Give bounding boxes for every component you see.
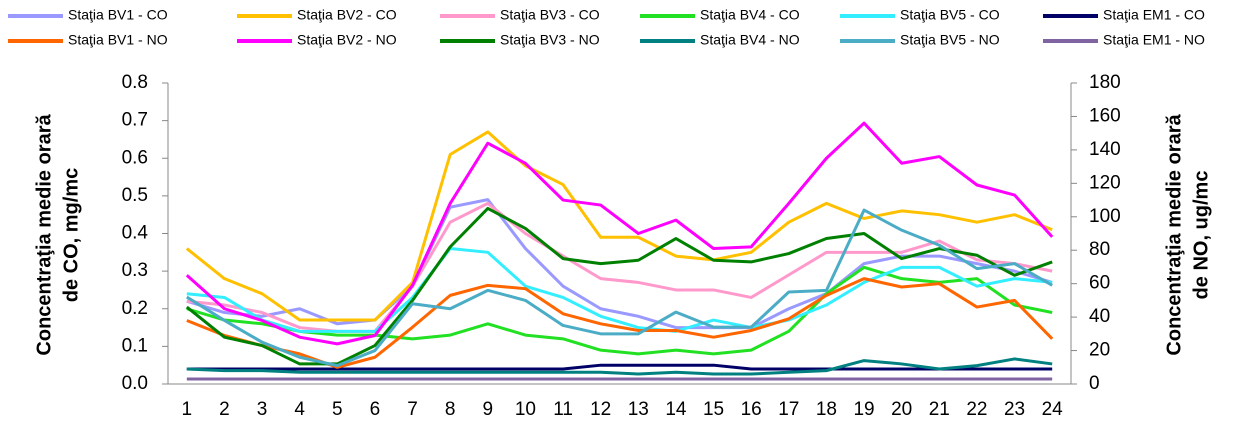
y2-axis-title: Concentraţia medie orară de NO, ug/mc (1163, 114, 1212, 356)
y2-tick-label: 40 (1089, 306, 1110, 327)
x-tick-label: 19 (853, 399, 874, 420)
x-tick-label: 21 (929, 399, 950, 420)
series-line (186, 357, 1053, 376)
x-tick-label: 8 (445, 399, 456, 420)
x-tick-label: 20 (891, 399, 912, 420)
legend-label: Staţia BV1 - CO (68, 7, 168, 23)
x-tick-label: 3 (257, 399, 268, 420)
y2-tick-label: 100 (1089, 206, 1121, 227)
y2-tick-label: 160 (1089, 105, 1121, 126)
legend-label: Staţia BV5 - CO (900, 7, 1000, 23)
x-tick-label: 7 (407, 399, 418, 420)
x-tick-label: 12 (590, 399, 611, 420)
y2-tick-label: 0 (1089, 373, 1100, 394)
x-tick-label: 2 (219, 399, 230, 420)
y-tick-label: 0.0 (122, 373, 148, 394)
y-tick-label: 0.1 (122, 335, 148, 356)
x-tick-label: 15 (703, 399, 724, 420)
x-tick-label: 24 (1042, 399, 1064, 420)
y-axis-title: Concentraţia medie orară de CO, mg/mc (33, 114, 82, 356)
x-tick-label: 16 (741, 399, 762, 420)
y2-tick-label: 140 (1089, 139, 1121, 160)
y-tick-label: 0.2 (122, 298, 148, 319)
legend-label: Staţia BV3 - CO (500, 7, 600, 23)
legend-label: Staţia BV1 - NO (68, 32, 168, 48)
y2-tick-label: 80 (1089, 239, 1110, 260)
legend-label: Staţia BV2 - CO (297, 7, 397, 23)
legend-label: Staţia BV4 - CO (700, 7, 800, 23)
series-line (186, 265, 1053, 356)
y2-axis-title-line: de NO, ug/mc (1190, 171, 1212, 300)
legend-label: Staţia BV5 - NO (900, 32, 1000, 48)
x-tick-label: 14 (665, 399, 687, 420)
x-tick-label: 18 (816, 399, 837, 420)
y2-tick-label: 20 (1089, 340, 1110, 361)
y2-tick-label: 180 (1089, 72, 1121, 93)
x-tick-label: 17 (778, 399, 799, 420)
y-axis-title-line: Concentraţia medie orară (33, 114, 55, 356)
legend-label: Staţia BV4 - NO (700, 32, 800, 48)
y-axis-title-line: de CO, mg/mc (60, 168, 82, 302)
x-tick-label: 22 (966, 399, 987, 420)
x-tick-label: 11 (553, 399, 573, 420)
series-line (186, 208, 1053, 368)
x-tick-label: 23 (1004, 399, 1025, 420)
x-tick-label: 9 (483, 399, 494, 420)
y2-tick-label: 60 (1089, 273, 1110, 294)
legend-label: Staţia EM1 - NO (1103, 32, 1205, 48)
y-tick-label: 0.4 (122, 223, 149, 244)
y-tick-label: 0.5 (122, 185, 148, 206)
x-tick-label: 10 (515, 399, 536, 420)
y-tick-label: 0.3 (122, 260, 148, 281)
y2-tick-label: 120 (1089, 172, 1121, 193)
series-line (186, 247, 1053, 333)
series-line (186, 363, 1053, 371)
y-tick-label: 0.7 (122, 110, 148, 131)
series-line (185, 121, 1054, 346)
y2-axis-title-line: Concentraţia medie orară (1163, 114, 1185, 356)
y-tick-label: 0.8 (122, 72, 148, 93)
y-tick-label: 0.6 (122, 147, 148, 168)
legend-label: Staţia EM1 - CO (1103, 7, 1205, 23)
x-tick-label: 6 (370, 399, 381, 420)
legend-label: Staţia BV3 - NO (500, 32, 600, 48)
x-tick-label: 1 (182, 399, 193, 420)
x-tick-label: 4 (294, 399, 305, 420)
series-line (185, 130, 1053, 322)
x-tick-label: 5 (332, 399, 343, 420)
legend-label: Staţia BV2 - NO (297, 32, 397, 48)
x-tick-label: 13 (628, 399, 649, 420)
